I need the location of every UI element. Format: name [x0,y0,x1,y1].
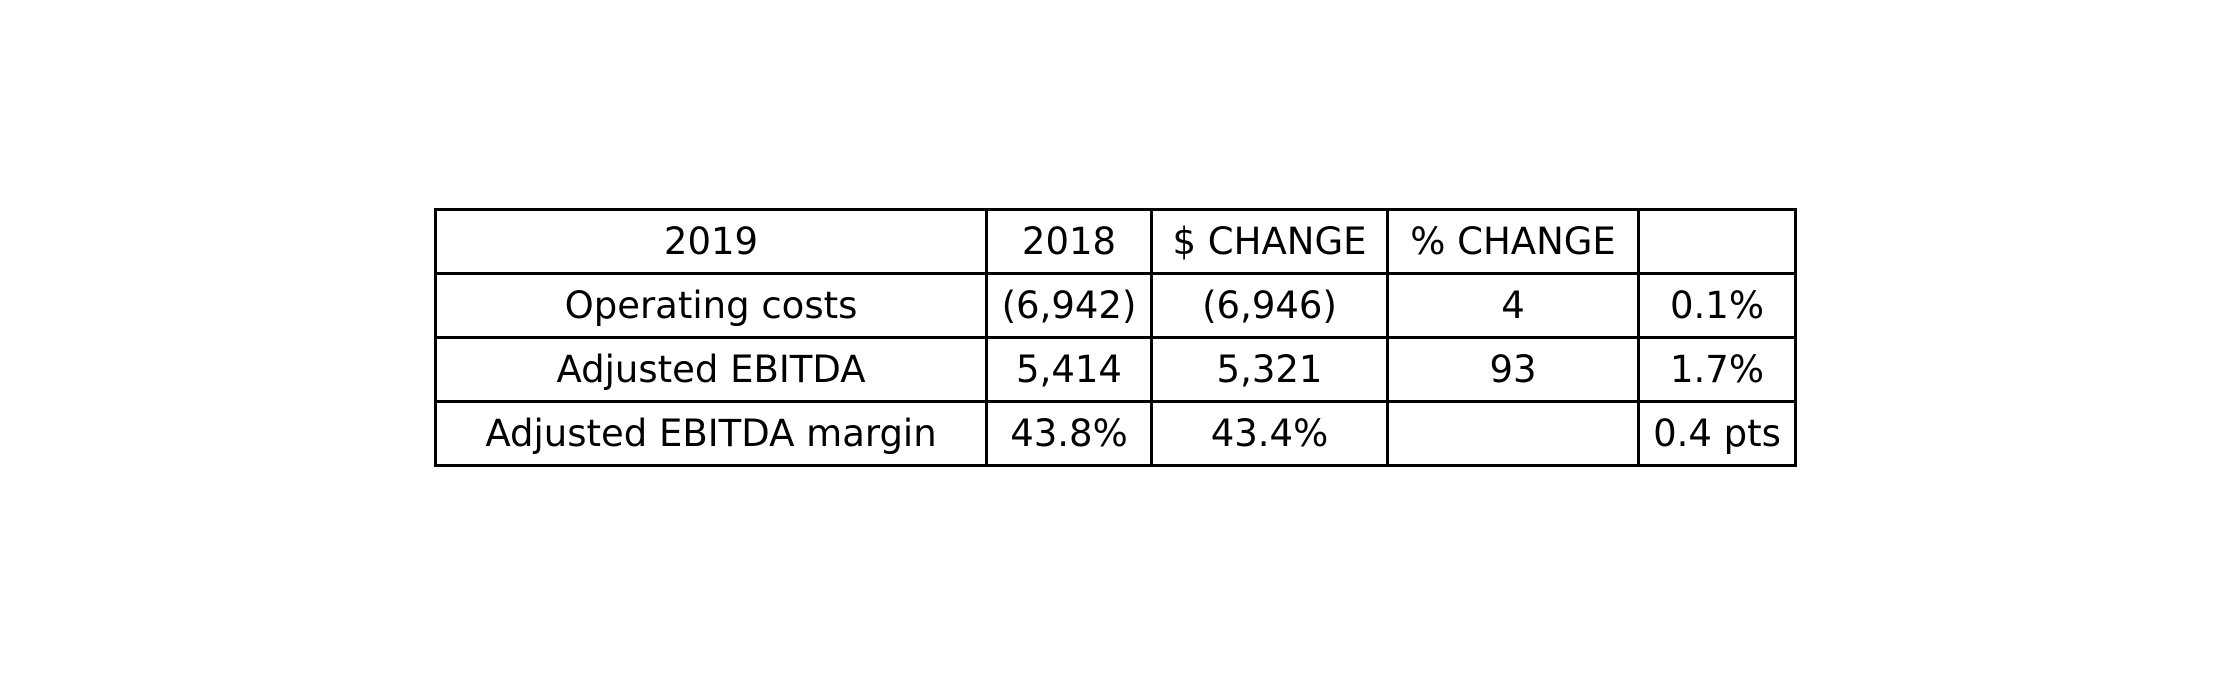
row-label-cell: Operating costs [434,272,988,339]
header-cell: 2018 [985,208,1153,275]
row-label-cell: Adjusted EBITDA [434,336,988,403]
table-row: Operating costs (6,942) (6,946) 4 0.1% [434,272,1797,339]
table-header-row: 2019 2018 $ CHANGE % CHANGE [434,208,1797,275]
table-cell: (6,946) [1150,272,1389,339]
table-cell: 43.4% [1150,400,1389,467]
table-cell: 5,321 [1150,336,1389,403]
table-row: Adjusted EBITDA 5,414 5,321 93 1.7% [434,336,1797,403]
header-cell [1637,208,1797,275]
table-cell: 5,414 [985,336,1153,403]
financial-table: 2019 2018 $ CHANGE % CHANGE Operating co… [434,208,1797,467]
header-cell: $ CHANGE [1150,208,1389,275]
table-cell: 1.7% [1637,336,1797,403]
table-cell: 43.8% [985,400,1153,467]
table-cell: 0.1% [1637,272,1797,339]
table-cell: 0.4 pts [1637,400,1797,467]
table-cell: (6,942) [985,272,1153,339]
table-cell: 93 [1386,336,1640,403]
table-cell [1386,400,1640,467]
header-cell: % CHANGE [1386,208,1640,275]
table-cell: 4 [1386,272,1640,339]
row-label-cell: Adjusted EBITDA margin [434,400,988,467]
header-cell: 2019 [434,208,988,275]
table-row: Adjusted EBITDA margin 43.8% 43.4% 0.4 p… [434,400,1797,467]
